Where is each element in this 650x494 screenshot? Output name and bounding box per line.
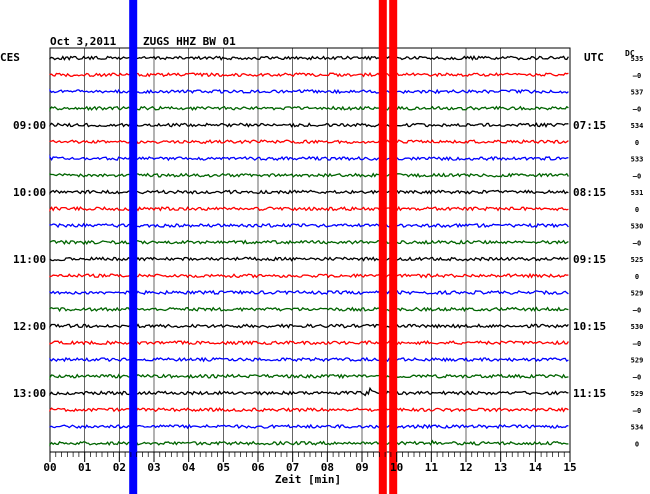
- left-time-label: 09:00: [13, 119, 46, 132]
- seismic-trace: [49, 323, 569, 329]
- dc-value-label: –0: [633, 105, 641, 113]
- x-tick-label: 00: [43, 461, 56, 474]
- dc-value-label: 529: [631, 357, 644, 365]
- seismic-trace: [49, 55, 569, 61]
- x-tick-label: 02: [113, 461, 126, 474]
- marker-layer: [129, 0, 398, 494]
- seismic-trace: [49, 256, 569, 262]
- dc-value-label: 537: [631, 89, 644, 97]
- dc-value-label: 0: [635, 273, 639, 281]
- seismic-trace: [49, 154, 569, 162]
- seismic-trace: [49, 105, 569, 112]
- x-tick-label: 08: [321, 461, 334, 474]
- seismic-trace: [49, 306, 569, 313]
- right-time-label: 09:15: [573, 253, 606, 266]
- dc-value-label: –0: [633, 239, 641, 247]
- x-tick-label: 03: [147, 461, 160, 474]
- x-tick-label: 13: [494, 461, 507, 474]
- date-label: Oct 3,2011: [50, 35, 117, 48]
- left-timezone-label: CES: [0, 51, 20, 64]
- event-marker-bar: [129, 0, 138, 494]
- right-time-label: 10:15: [573, 320, 606, 333]
- x-tick-label: 11: [425, 461, 439, 474]
- x-tick-label: 12: [459, 461, 472, 474]
- seismic-trace: [49, 386, 569, 397]
- station-label: ZUGS HHZ BW 01: [143, 35, 236, 48]
- event-marker-bar: [378, 0, 387, 494]
- right-timezone-label: UTC: [584, 51, 604, 64]
- dc-value-label: 531: [631, 189, 644, 197]
- x-tick-label: 10: [390, 461, 403, 474]
- seismic-trace: [49, 407, 569, 413]
- seismic-trace: [49, 222, 569, 229]
- left-time-label: 12:00: [13, 320, 46, 333]
- x-tick-label: 07: [286, 461, 299, 474]
- dc-value-label: 0: [635, 206, 639, 214]
- seismic-trace: [49, 272, 569, 279]
- seismic-trace: [49, 122, 569, 128]
- dc-value-label: 0: [635, 440, 639, 448]
- seismic-trace: [49, 189, 569, 195]
- dc-value-label: 534: [631, 424, 644, 432]
- seismic-trace: [49, 88, 569, 95]
- x-tick-label: 15: [563, 461, 576, 474]
- dc-value-label: –0: [633, 306, 641, 314]
- seismic-trace: [49, 239, 569, 246]
- dc-value-label: –0: [633, 72, 641, 80]
- seismic-trace: [49, 172, 569, 178]
- right-time-label: 11:15: [573, 387, 606, 400]
- x-tick-label: 06: [251, 461, 265, 474]
- right-time-label: 08:15: [573, 186, 606, 199]
- dc-value-label: 529: [631, 290, 644, 298]
- seismic-trace: [49, 138, 569, 145]
- seismic-trace: [49, 71, 569, 78]
- dc-value-label: 534: [631, 122, 644, 130]
- dc-value-label: –0: [633, 373, 641, 381]
- x-tick-label: 04: [182, 461, 196, 474]
- dc-value-label: –0: [633, 407, 641, 415]
- label-layer: Oct 3,2011 ZUGS HHZ BW 01 CES UTC DC Zei…: [0, 35, 643, 486]
- seismic-trace: [49, 289, 569, 296]
- seismic-trace: [49, 373, 569, 380]
- left-time-label: 13:00: [13, 387, 46, 400]
- seismic-trace: [49, 356, 569, 363]
- dc-value-label: 0: [635, 139, 639, 147]
- dc-value-label: 533: [631, 156, 644, 164]
- dc-value-label: –0: [633, 340, 641, 348]
- axis-layer: [49, 452, 571, 462]
- dc-value-label: 535: [631, 55, 644, 63]
- x-tick-label: 14: [529, 461, 543, 474]
- event-marker-bar: [389, 0, 398, 494]
- seismic-trace: [49, 205, 569, 212]
- dc-value-label: 530: [631, 223, 644, 231]
- right-time-label: 07:15: [573, 119, 606, 132]
- left-time-label: 11:00: [13, 253, 46, 266]
- x-tick-label: 09: [355, 461, 368, 474]
- dc-value-label: 529: [631, 390, 644, 398]
- x-tick-label: 05: [217, 461, 230, 474]
- dc-value-label: 530: [631, 323, 644, 331]
- dc-value-label: 525: [631, 256, 644, 264]
- dc-label: DC: [625, 49, 635, 58]
- x-axis-title: Zeit [min]: [275, 473, 341, 486]
- seismic-trace: [49, 439, 569, 447]
- x-tick-label: 01: [78, 461, 92, 474]
- left-time-label: 10:00: [13, 186, 46, 199]
- seismic-trace: [49, 339, 569, 346]
- seismic-trace: [49, 423, 569, 430]
- trace-layer: [49, 55, 569, 447]
- dc-value-label: –0: [633, 172, 641, 180]
